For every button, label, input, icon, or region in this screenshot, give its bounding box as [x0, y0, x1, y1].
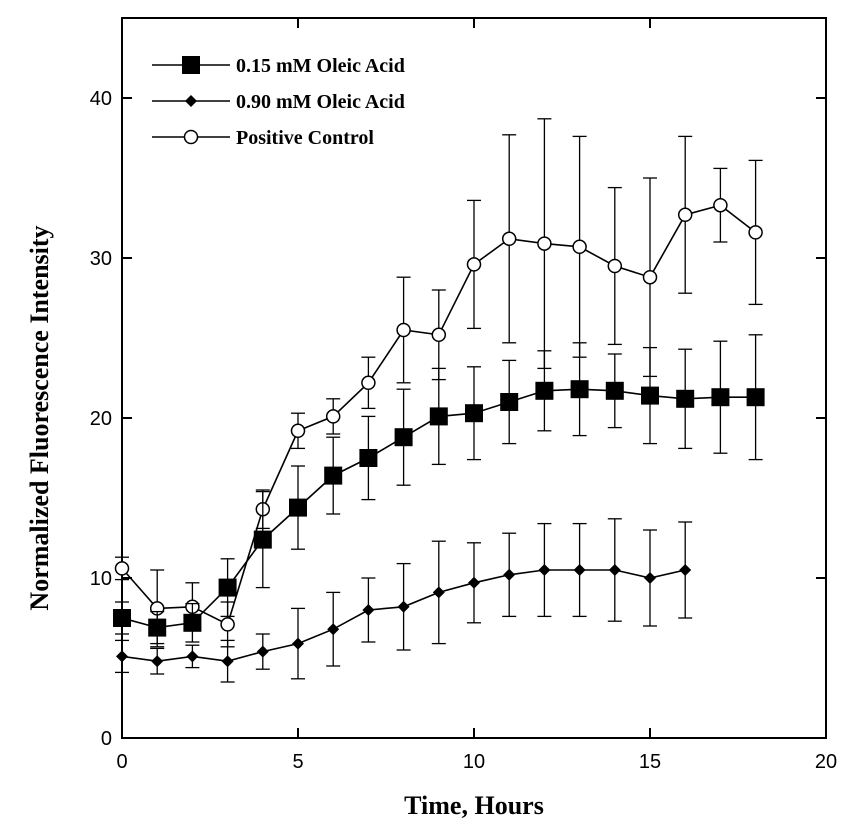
data-point: [183, 613, 202, 632]
legend-marker: [182, 56, 200, 74]
series-3: [114, 118, 763, 648]
data-point: [221, 655, 234, 668]
data-point: [396, 322, 411, 338]
data-point: [256, 645, 269, 658]
legend-label: Positive Control: [236, 127, 374, 149]
x-axis: 0 5 10 15 20: [116, 18, 837, 773]
data-point: [327, 623, 340, 636]
data-point: [432, 586, 445, 599]
y-axis-title: Normalized Fluorescence Intensity: [25, 225, 54, 610]
series-1: [113, 334, 765, 645]
data-point: [292, 637, 304, 650]
x-axis-title: Time, Hours: [404, 791, 544, 820]
data-point: [465, 404, 483, 423]
data-point: [607, 258, 623, 274]
legend-marker: [185, 95, 197, 107]
data-point: [746, 388, 765, 407]
x-tick-label: 5: [292, 751, 303, 773]
y-tick-label: 40: [90, 88, 112, 110]
legend-item: Positive Control: [152, 127, 374, 149]
data-point: [501, 231, 517, 247]
y-tick-label: 0: [101, 728, 112, 750]
data-point: [186, 650, 199, 663]
data-point: [359, 449, 378, 467]
data-point: [711, 388, 730, 407]
data-point: [713, 197, 728, 213]
data-point: [642, 269, 658, 285]
x-tick-label: 15: [639, 751, 661, 773]
data-point: [573, 564, 586, 576]
data-point: [572, 239, 587, 255]
data-point: [361, 375, 376, 391]
x-tick-label: 20: [815, 751, 837, 773]
y-axis: 0 10 20 30 40: [90, 88, 826, 750]
data-point: [220, 617, 235, 632]
data-point: [679, 564, 692, 576]
data-point: [500, 393, 519, 411]
data-point: [114, 561, 130, 576]
data-point: [538, 564, 551, 576]
x-tick-label: 0: [116, 751, 127, 773]
data-point: [362, 604, 375, 616]
data-point: [537, 236, 552, 251]
data-point: [676, 389, 695, 408]
data-point: [570, 380, 589, 399]
data-point: [608, 564, 621, 576]
data-point: [644, 572, 656, 584]
data-point: [431, 327, 447, 343]
data-point: [113, 609, 131, 627]
data-point: [748, 225, 763, 240]
data-point: [324, 466, 343, 485]
data-point: [641, 386, 659, 405]
data-point: [290, 423, 306, 439]
x-tick-label: 10: [463, 751, 485, 773]
data-point: [151, 655, 164, 668]
y-tick-label: 20: [90, 408, 112, 430]
data-point: [605, 381, 624, 400]
data-point: [253, 530, 272, 549]
legend-item: 0.90 mM Oleic Acid: [152, 91, 405, 113]
data-point: [468, 576, 480, 589]
legend-marker: [183, 129, 199, 145]
data-point: [397, 600, 410, 613]
y-tick-label: 30: [90, 248, 112, 270]
legend: 0.15 mM Oleic Acid 0.90 mM Oleic Acid Posi…: [152, 55, 405, 149]
data-point: [289, 498, 307, 517]
data-point: [394, 428, 413, 447]
plot-area: [113, 118, 765, 683]
data-point: [429, 407, 448, 426]
series-2: [115, 518, 693, 683]
legend-item: 0.15 mM Oleic Acid: [152, 55, 405, 77]
legend-label: 0.90 mM Oleic Acid: [236, 91, 405, 113]
data-point: [503, 568, 516, 581]
data-point: [466, 257, 482, 272]
data-point: [116, 650, 128, 663]
legend-label: 0.15 mM Oleic Acid: [236, 55, 405, 77]
data-point: [218, 578, 237, 597]
data-point: [677, 207, 693, 223]
data-point: [535, 381, 554, 400]
y-tick-label: 10: [90, 568, 112, 590]
data-point: [148, 618, 167, 637]
data-point: [325, 409, 341, 424]
